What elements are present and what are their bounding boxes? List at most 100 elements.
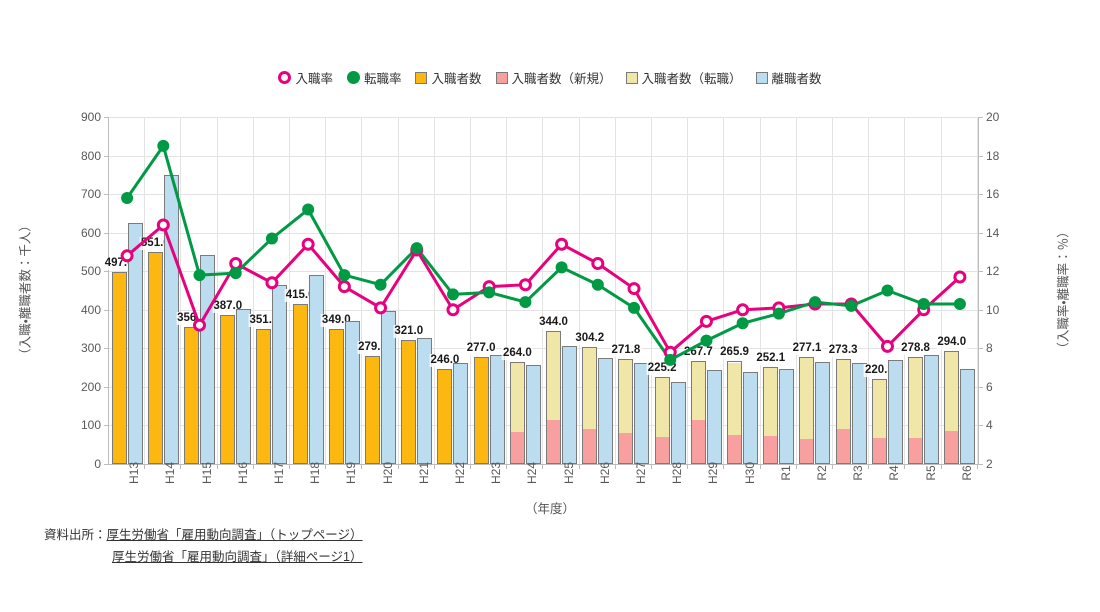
bar-group[interactable]: 387.0 H16 — [212, 117, 254, 484]
bar-group[interactable]: 252.1 R1 — [755, 117, 797, 481]
bar-group[interactable]: 271.8 H27 — [610, 117, 653, 484]
marker-transfer-rate[interactable] — [555, 261, 568, 274]
bar-group[interactable]: 321.0 H21 — [393, 117, 435, 484]
bar-separations[interactable] — [743, 371, 759, 464]
marker-transfer-rate[interactable] — [265, 232, 278, 245]
marker-transfer-rate[interactable] — [410, 242, 423, 255]
bar-group[interactable]: 344.0 H25 — [538, 117, 580, 484]
bar-separations[interactable] — [308, 275, 324, 464]
marker-transfer-rate[interactable] — [302, 203, 315, 216]
marker-entry-rate[interactable] — [555, 237, 569, 251]
bar-group[interactable]: 277.1 R2 — [791, 117, 834, 481]
bar-entrants[interactable]: 351.0 — [248, 313, 280, 464]
bar-entrants-stacked[interactable]: 225.2 — [646, 362, 678, 464]
bar-separations[interactable] — [344, 320, 360, 464]
bar-entrants-stacked[interactable]: 277.1 — [791, 342, 823, 464]
bar-separations[interactable] — [489, 354, 505, 464]
marker-entry-rate[interactable] — [627, 282, 641, 296]
marker-transfer-rate[interactable] — [591, 278, 604, 291]
bar-group[interactable]: 304.2 H26 — [574, 117, 616, 484]
bar-separations[interactable] — [779, 369, 795, 464]
bar-group[interactable]: 278.8 R5 — [900, 117, 942, 481]
bar-separations[interactable] — [815, 361, 831, 464]
marker-transfer-rate[interactable] — [953, 297, 966, 310]
legend-item-2[interactable]: 入職者数 — [415, 68, 482, 87]
bar-entrants[interactable]: 349.0 — [320, 314, 352, 464]
bar-group[interactable]: 277.0 H23 — [465, 117, 508, 484]
marker-entry-rate[interactable] — [374, 301, 388, 315]
marker-entry-rate[interactable] — [301, 237, 315, 251]
marker-entry-rate[interactable] — [518, 278, 532, 292]
bar-separations[interactable] — [960, 369, 976, 464]
bar-group[interactable]: 265.9 H30 — [719, 117, 761, 484]
marker-transfer-rate[interactable] — [374, 278, 387, 291]
marker-entry-rate[interactable] — [446, 303, 460, 317]
bar-group[interactable]: 273.3 R3 — [827, 117, 870, 481]
marker-entry-rate[interactable] — [880, 339, 894, 353]
bar-entrants-stacked[interactable]: 273.3 — [827, 343, 859, 464]
bar-group[interactable]: 279.0 H20 — [357, 117, 399, 484]
bar-separations[interactable] — [851, 362, 867, 464]
legend-item-1[interactable]: 転職率 — [346, 68, 401, 87]
marker-entry-rate[interactable] — [229, 257, 243, 271]
bar-entrants[interactable]: 277.0 — [465, 342, 497, 464]
bar-entrants[interactable]: 321.0 — [393, 325, 425, 464]
marker-transfer-rate[interactable] — [845, 299, 858, 312]
marker-transfer-rate[interactable] — [809, 296, 822, 309]
source-link-top-page[interactable]: 厚生労働省「雇用動向調査」（トップページ） — [106, 528, 363, 542]
marker-entry-rate[interactable] — [337, 280, 351, 294]
marker-transfer-rate[interactable] — [917, 297, 930, 310]
bar-entrants[interactable]: 279.0 — [357, 341, 388, 464]
bar-separations[interactable] — [453, 363, 469, 464]
legend-item-3[interactable]: 入職者数（新規） — [495, 68, 612, 87]
bar-separations[interactable] — [525, 364, 541, 464]
marker-transfer-rate[interactable] — [229, 267, 242, 280]
bar-entrants[interactable]: 387.0 — [212, 299, 244, 464]
marker-transfer-rate[interactable] — [700, 334, 713, 347]
marker-transfer-rate[interactable] — [446, 288, 459, 301]
bar-entrants-stacked[interactable]: 344.0 — [538, 316, 569, 464]
marker-transfer-rate[interactable] — [121, 191, 134, 204]
bar-separations[interactable] — [887, 360, 903, 464]
legend-item-4[interactable]: 入職者数（転職） — [625, 68, 742, 87]
bar-entrants-stacked[interactable]: 264.0 — [501, 347, 533, 464]
bar-group[interactable]: 220.5 R4 — [863, 117, 906, 481]
marker-transfer-rate[interactable] — [881, 284, 894, 297]
bar-entrants-stacked[interactable]: 265.9 — [719, 346, 750, 464]
marker-entry-rate[interactable] — [265, 276, 279, 290]
bar-entrants-stacked[interactable]: 252.1 — [755, 351, 787, 464]
marker-entry-rate[interactable] — [120, 249, 134, 263]
marker-transfer-rate[interactable] — [338, 269, 351, 282]
bar-separations[interactable] — [634, 362, 650, 464]
source-link-detail-page[interactable]: 厚生労働省「雇用動向調査」（詳細ページ1） — [112, 550, 363, 564]
marker-entry-rate[interactable] — [591, 257, 605, 271]
marker-transfer-rate[interactable] — [736, 317, 749, 330]
marker-transfer-rate[interactable] — [664, 353, 677, 366]
bar-entrants-stacked[interactable]: 304.2 — [574, 331, 606, 464]
bar-separations[interactable] — [562, 346, 578, 464]
bar-entrants-stacked[interactable]: 220.5 — [863, 364, 895, 464]
bar-group[interactable]: 264.0 H24 — [501, 117, 544, 484]
bar-group[interactable]: 267.7 H29 — [682, 117, 725, 484]
marker-entry-rate[interactable] — [953, 270, 967, 284]
marker-transfer-rate[interactable] — [519, 296, 532, 309]
bar-group[interactable]: 415.0 H18 — [284, 117, 327, 484]
bar-separations[interactable] — [381, 311, 397, 464]
marker-entry-rate[interactable] — [193, 318, 207, 332]
bar-separations[interactable] — [417, 337, 433, 464]
marker-transfer-rate[interactable] — [772, 307, 785, 320]
bar-entrants[interactable]: 415.0 — [284, 289, 316, 464]
legend-item-5[interactable]: 離職者数 — [755, 68, 822, 87]
bar-separations[interactable] — [598, 357, 614, 464]
bar-entrants-stacked[interactable]: 271.8 — [610, 344, 642, 464]
bar-separations[interactable] — [236, 308, 252, 464]
bar-entrants-stacked[interactable]: 267.7 — [682, 345, 714, 464]
bar-group[interactable]: 294.0 R6 — [936, 117, 978, 481]
bar-separations[interactable] — [272, 284, 288, 464]
bar-entrants[interactable]: 246.0 — [429, 354, 461, 464]
bar-separations[interactable] — [670, 381, 686, 464]
bar-separations[interactable] — [127, 223, 143, 464]
bar-group[interactable]: 351.0 H17 — [248, 117, 291, 484]
bar-entrants-stacked[interactable]: 294.0 — [936, 335, 968, 464]
marker-entry-rate[interactable] — [156, 218, 170, 232]
